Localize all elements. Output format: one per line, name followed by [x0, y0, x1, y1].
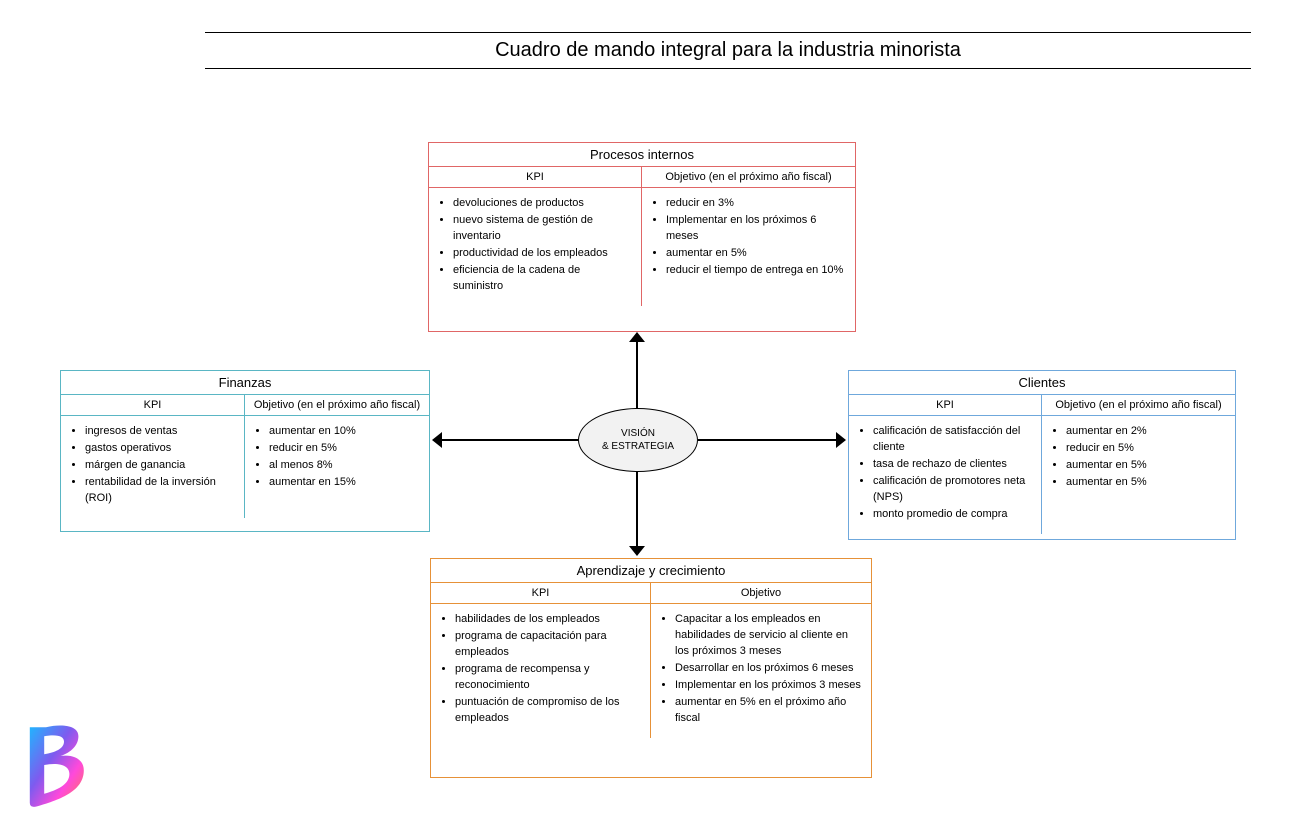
connector-line — [636, 340, 638, 408]
list-item: productividad de los empleados — [453, 246, 633, 262]
card-procesos-internos: Procesos internosKPIObjetivo (en el próx… — [428, 142, 856, 332]
list-item: nuevo sistema de gestión de inventario — [453, 213, 633, 245]
list-item: márgen de ganancia — [85, 458, 236, 474]
list-item: reducir el tiempo de entrega en 10% — [666, 263, 847, 279]
kpi-header: KPI — [849, 395, 1041, 416]
list-item: aumentar en 10% — [269, 424, 421, 440]
list-item: ingresos de ventas — [85, 424, 236, 440]
arrow-head-icon — [432, 432, 442, 448]
arrow-head-icon — [629, 546, 645, 556]
kpi-list: habilidades de los empleadosprograma de … — [439, 612, 642, 727]
objective-header: Objetivo (en el próximo año fiscal) — [1042, 395, 1235, 416]
objective-list: reducir en 3%Implementar en los próximos… — [650, 196, 847, 279]
arrow-head-icon — [836, 432, 846, 448]
page-header: Cuadro de mando integral para la industr… — [205, 32, 1251, 69]
list-item: Implementar en los próximos 3 meses — [675, 678, 863, 694]
kpi-header: KPI — [61, 395, 244, 416]
list-item: gastos operativos — [85, 441, 236, 457]
list-item: aumentar en 15% — [269, 475, 421, 491]
list-item: eficiencia de la cadena de suministro — [453, 263, 633, 295]
list-item: aumentar en 5% — [666, 246, 847, 262]
list-item: aumentar en 5% en el próximo año fiscal — [675, 695, 863, 727]
kpi-list: calificación de satisfacción del cliente… — [857, 424, 1033, 523]
connector-line — [440, 439, 578, 441]
list-item: al menos 8% — [269, 458, 421, 474]
brand-logo — [10, 720, 100, 810]
list-item: Desarrollar en los próximos 6 meses — [675, 661, 863, 677]
list-item: puntuación de compromiso de los empleado… — [455, 695, 642, 727]
center-label: VISIÓN & ESTRATEGIA — [602, 427, 674, 453]
card-title: Aprendizaje y crecimiento — [431, 559, 871, 583]
card-clientes: ClientesKPIObjetivo (en el próximo año f… — [848, 370, 1236, 540]
objective-header: Objetivo (en el próximo año fiscal) — [245, 395, 429, 416]
arrow-head-icon — [629, 332, 645, 342]
card-aprendizaje-crecimiento: Aprendizaje y crecimientoKPIObjetivo habi… — [430, 558, 872, 778]
kpi-header: KPI — [429, 167, 641, 188]
card-title: Clientes — [849, 371, 1235, 395]
brand-logo-icon — [10, 720, 100, 810]
card-finanzas: FinanzasKPIObjetivo (en el próximo año f… — [60, 370, 430, 532]
list-item: aumentar en 5% — [1066, 458, 1227, 474]
list-item: calificación de satisfacción del cliente — [873, 424, 1033, 456]
list-item: Capacitar a los empleados en habilidades… — [675, 612, 863, 660]
list-item: reducir en 3% — [666, 196, 847, 212]
list-item: programa de recompensa y reconocimiento — [455, 662, 642, 694]
list-item: devoluciones de productos — [453, 196, 633, 212]
list-item: monto promedio de compra — [873, 507, 1033, 523]
list-item: reducir en 5% — [1066, 441, 1227, 457]
list-item: aumentar en 2% — [1066, 424, 1227, 440]
card-title: Finanzas — [61, 371, 429, 395]
kpi-list: devoluciones de productosnuevo sistema d… — [437, 196, 633, 295]
connector-line — [698, 439, 838, 441]
list-item: tasa de rechazo de clientes — [873, 457, 1033, 473]
page-title: Cuadro de mando integral para la industr… — [205, 39, 1251, 62]
objective-list: aumentar en 2%reducir en 5%aumentar en 5… — [1050, 424, 1227, 491]
objective-header: Objetivo — [651, 583, 871, 604]
list-item: rentabilidad de la inversión (ROI) — [85, 475, 236, 507]
objective-list: Capacitar a los empleados en habilidades… — [659, 612, 863, 727]
kpi-header: KPI — [431, 583, 650, 604]
list-item: aumentar en 5% — [1066, 475, 1227, 491]
list-item: Implementar en los próximos 6 meses — [666, 213, 847, 245]
list-item: calificación de promotores neta (NPS) — [873, 474, 1033, 506]
center-vision-strategy: VISIÓN & ESTRATEGIA — [578, 408, 698, 472]
objective-list: aumentar en 10%reducir en 5%al menos 8%a… — [253, 424, 421, 491]
list-item: programa de capacitación para empleados — [455, 629, 642, 661]
list-item: reducir en 5% — [269, 441, 421, 457]
card-title: Procesos internos — [429, 143, 855, 167]
objective-header: Objetivo (en el próximo año fiscal) — [642, 167, 855, 188]
list-item: habilidades de los empleados — [455, 612, 642, 628]
kpi-list: ingresos de ventasgastos operativos márg… — [69, 424, 236, 507]
connector-line — [636, 472, 638, 548]
